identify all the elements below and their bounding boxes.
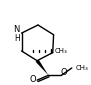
Text: O: O	[60, 68, 67, 76]
Text: H: H	[14, 34, 20, 43]
Text: O: O	[29, 75, 36, 84]
Text: N: N	[14, 25, 20, 34]
Polygon shape	[36, 60, 48, 75]
Text: CH₃: CH₃	[55, 48, 67, 54]
Text: CH₃: CH₃	[75, 65, 88, 71]
